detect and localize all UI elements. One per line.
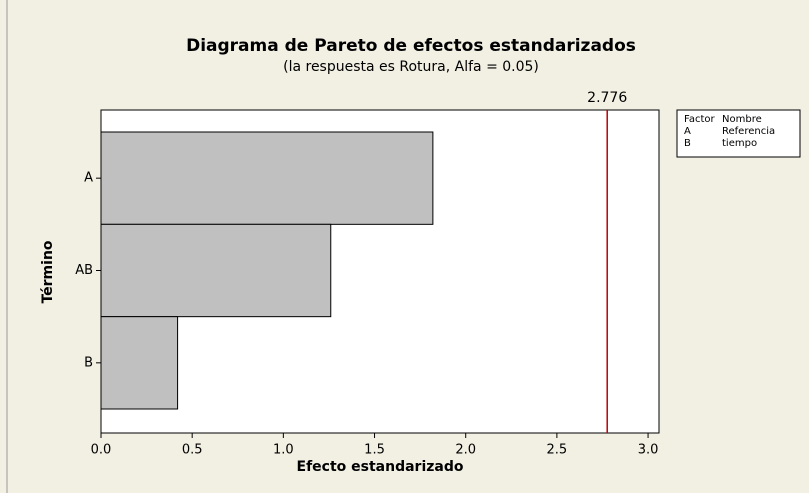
x-tick-label: 2.0 [455, 443, 476, 458]
factor-cell: B [684, 138, 691, 149]
y-tick-label: A [84, 171, 93, 186]
chart-subtitle: (la respuesta es Rotura, Alfa = 0.05) [283, 59, 539, 75]
x-tick-label: 3.0 [638, 443, 659, 458]
bar [100, 131, 434, 225]
bar [100, 316, 179, 410]
x-tick-label: 0.5 [182, 443, 203, 458]
factor-header: Factor [684, 114, 715, 125]
chart-title: Diagrama de Pareto de efectos estandariz… [186, 36, 636, 56]
factor-header: Nombre [722, 114, 762, 125]
factor-table [676, 109, 801, 158]
x-tick-label: 2.5 [547, 443, 568, 458]
x-tick-label: 1.0 [273, 443, 294, 458]
x-axis-label: Efecto estandarizado [297, 459, 464, 475]
y-tick-label: AB [75, 263, 93, 278]
y-tick-label: B [84, 355, 93, 370]
factor-cell: tiempo [722, 138, 757, 149]
factor-cell: Referencia [722, 126, 775, 137]
reference-label: 2.776 [587, 90, 627, 106]
bar [100, 223, 332, 318]
y-axis-label: Término [40, 240, 56, 303]
x-tick-label: 0.0 [91, 443, 112, 458]
x-tick-label: 1.5 [364, 443, 385, 458]
factor-cell: A [684, 126, 691, 137]
